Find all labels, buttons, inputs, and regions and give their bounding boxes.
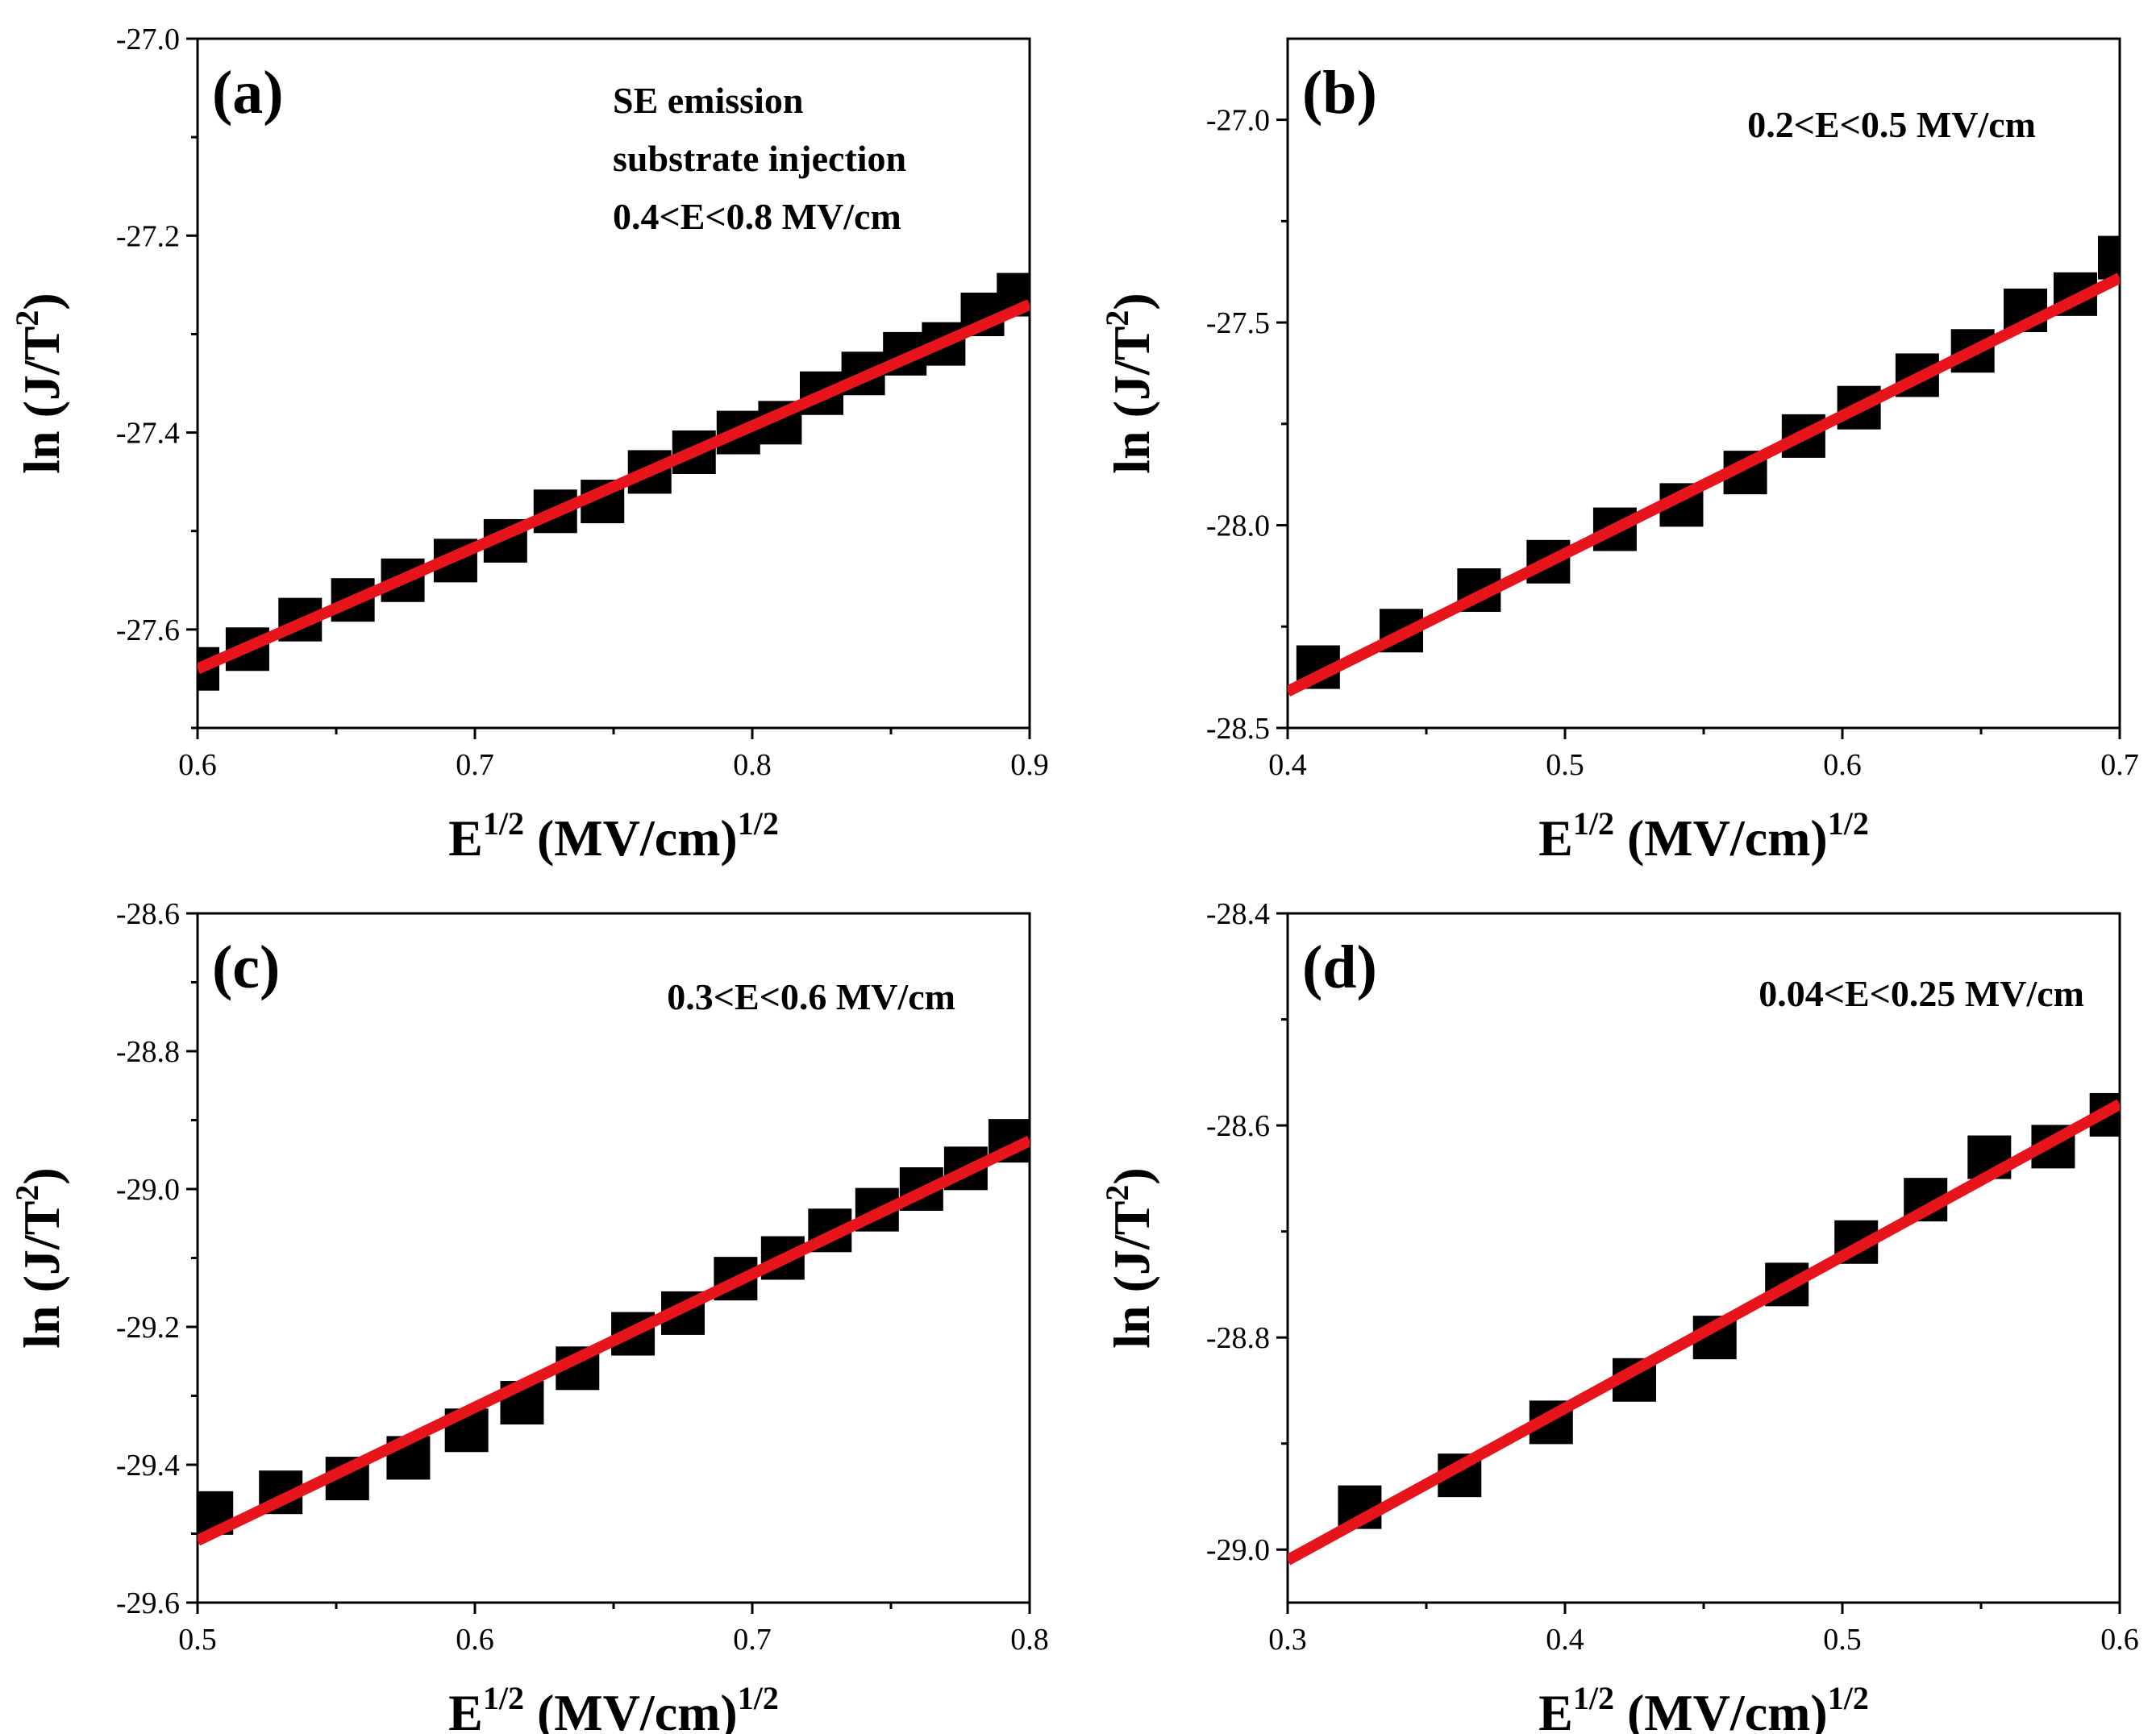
y-axis-title: ln (J/T2) — [9, 1167, 70, 1348]
x-tick-label: 0.5 — [1823, 1623, 1862, 1657]
y-axis-title: ln (J/T2) — [1099, 293, 1160, 473]
chart-panel-4: 0.3 0.4 0.5 0.6 -29.0 -28.8 -28.6 -28.4 (d) 0.04<… — [1099, 897, 2139, 1734]
y-tick-label: -29.6 — [116, 1586, 180, 1620]
y-tick-label: -28.5 — [1206, 712, 1270, 746]
y-tick-label: -27.5 — [1206, 306, 1270, 340]
x-tick-label: 0.6 — [178, 748, 217, 782]
x-tick-label: 0.4 — [1268, 748, 1307, 782]
chart-panel-2: 0.4 0.5 0.6 0.7 -28.5 -28.0 -27.5 -27.0 (b) 0.2<E… — [1099, 37, 2139, 867]
annotation-text: SE emission — [613, 80, 803, 121]
x-tick-label: 0.8 — [733, 748, 772, 782]
x-axis-title: E1/2 (MV/cm)1/2 — [448, 1680, 779, 1734]
panel-label: (c) — [212, 934, 280, 1001]
plot-frame — [1286, 912, 2121, 1604]
fit-line — [198, 299, 1030, 675]
annotation-text: 0.04<E<0.25 MV/cm — [1759, 973, 2084, 1014]
annotation-text: substrate injection — [613, 138, 906, 179]
x-axis-title: E1/2 (MV/cm)1/2 — [1538, 805, 1869, 867]
data-point — [2098, 235, 2120, 280]
x-tick-label: 0.9 — [1010, 748, 1049, 782]
x-tick-label: 0.3 — [1268, 1623, 1307, 1657]
x-axis-title: E1/2 (MV/cm)1/2 — [448, 805, 779, 867]
plot-area — [198, 1119, 1030, 1546]
y-tick-label: -27.0 — [1206, 104, 1270, 138]
annotation-text: 0.4<E<0.8 MV/cm — [613, 196, 901, 237]
y-tick-label: -27.6 — [116, 613, 180, 647]
x-tick-label: 0.7 — [456, 748, 494, 782]
y-axis-title: ln (J/T2) — [9, 293, 70, 473]
panel-label: (b) — [1302, 59, 1377, 127]
y-tick-label: -28.8 — [116, 1035, 180, 1069]
panel-label: (a) — [212, 59, 284, 127]
y-tick-label: -27.0 — [116, 23, 180, 56]
y-tick-label: -29.4 — [116, 1449, 180, 1482]
x-tick-label: 0.6 — [456, 1623, 494, 1657]
x-tick-label: 0.8 — [1010, 1623, 1049, 1657]
chart-panel-1: 0.6 0.7 0.8 0.9 -27.6 -27.4 -27.2 -27.0 (a) SE em… — [9, 23, 1049, 867]
x-tick-label: 0.7 — [2100, 748, 2139, 782]
plot-area — [198, 272, 1030, 691]
x-tick-label: 0.7 — [733, 1623, 772, 1657]
y-axis-title: ln (J/T2) — [1099, 1167, 1160, 1348]
x-tick-label: 0.6 — [2100, 1623, 2139, 1657]
annotation-text: 0.2<E<0.5 MV/cm — [1747, 104, 2036, 145]
y-tick-label: -28.6 — [116, 897, 180, 931]
annotation-text: 0.3<E<0.6 MV/cm — [667, 976, 955, 1017]
y-tick-label: -29.0 — [116, 1173, 180, 1207]
plot-area — [1288, 235, 2120, 697]
fit-line — [1288, 1099, 2120, 1566]
x-tick-label: 0.4 — [1546, 1623, 1584, 1657]
plot-area — [1288, 1092, 2120, 1566]
x-tick-label: 0.6 — [1823, 748, 1862, 782]
x-tick-label: 0.5 — [178, 1623, 217, 1657]
y-tick-label: -29.0 — [1206, 1533, 1270, 1567]
y-tick-label: -27.2 — [116, 219, 180, 253]
fit-line — [198, 1135, 1030, 1546]
chart-panel-3: 0.5 0.6 0.7 0.8 -29.6 -29.4 -29.2 -29.0 -28.8 -28… — [9, 897, 1049, 1734]
panel-label: (d) — [1302, 934, 1377, 1001]
y-tick-label: -28.8 — [1206, 1321, 1270, 1355]
x-tick-label: 0.5 — [1546, 748, 1584, 782]
y-tick-label: -29.2 — [116, 1311, 180, 1345]
y-tick-label: -28.6 — [1206, 1109, 1270, 1143]
fit-line — [1288, 272, 2120, 697]
y-tick-label: -28.0 — [1206, 509, 1270, 543]
y-tick-label: -28.4 — [1206, 897, 1270, 931]
y-tick-label: -27.4 — [116, 417, 180, 451]
x-axis-title: E1/2 (MV/cm)1/2 — [1538, 1680, 1869, 1734]
